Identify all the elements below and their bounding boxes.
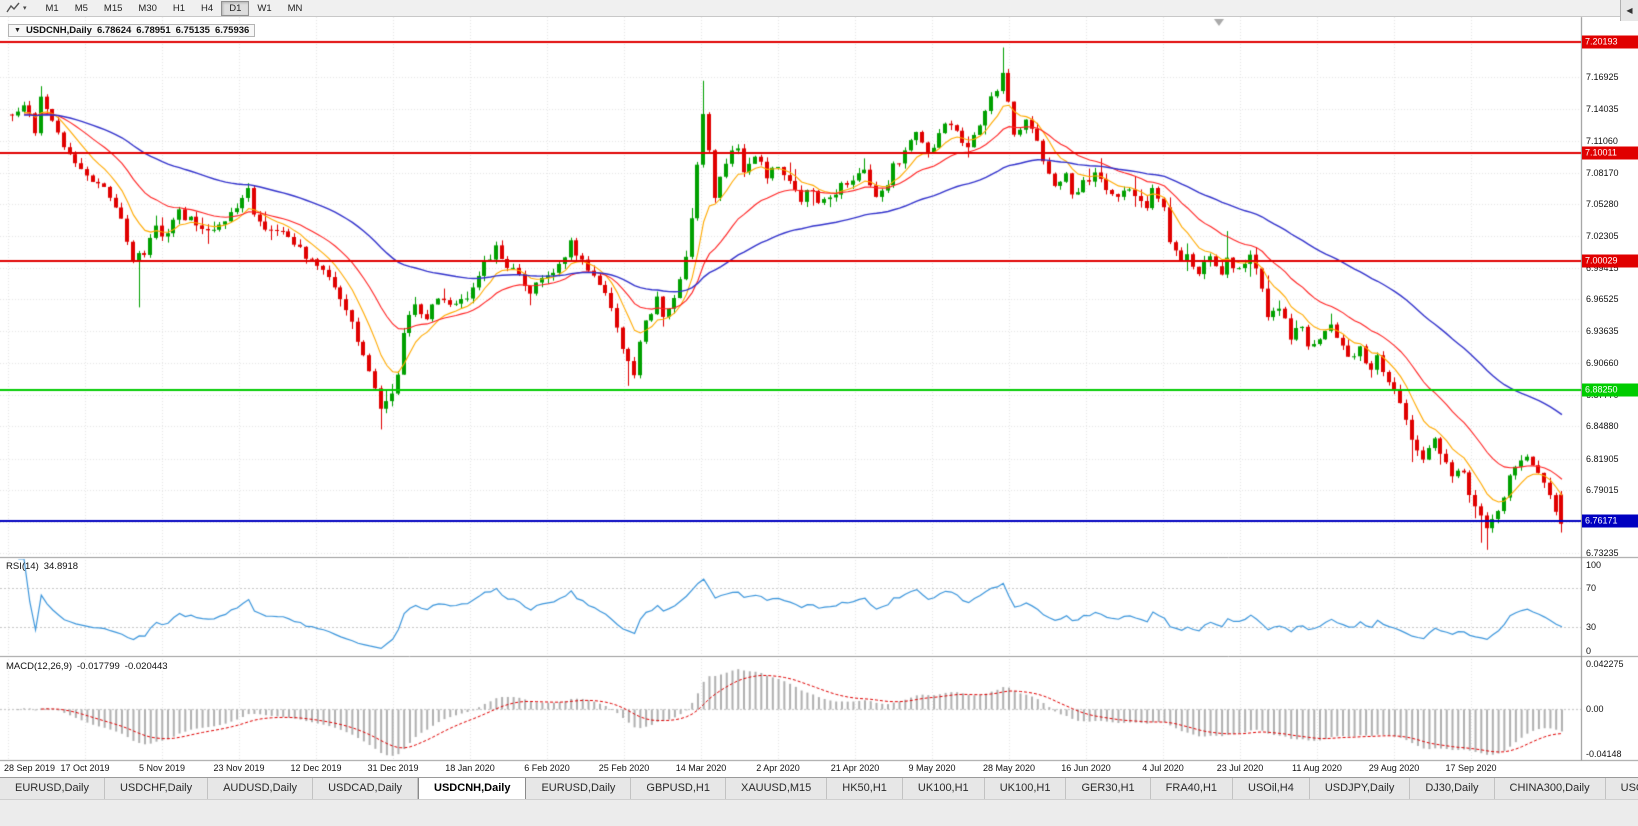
rsi-scale-label: 0 <box>1586 646 1592 656</box>
chart-tab-eurusd-daily[interactable]: EURUSD,Daily <box>0 778 105 799</box>
price-tick-label: 6.96525 <box>1586 294 1619 305</box>
date-label: 16 Jun 2020 <box>1061 763 1111 773</box>
date-label: 31 Dec 2019 <box>367 763 419 773</box>
chart-ohlc-info: ▼ USDCNH,Daily 6.78624 6.78951 6.75135 6… <box>8 24 256 37</box>
price-tick-label: 6.99415 <box>1586 262 1619 273</box>
rsi-name: RSI(14) <box>6 561 39 572</box>
date-label: 14 Mar 2020 <box>675 763 727 773</box>
price-level-tag: 7.10011 <box>1582 146 1638 160</box>
date-label: 25 Feb 2020 <box>598 763 650 773</box>
chart-tab-usdchf-daily[interactable]: USDCHF,Daily <box>105 778 209 799</box>
chart-tab-usdcad-daily[interactable]: USDCAD,Daily <box>313 778 419 799</box>
chart-tab-hk50-h1[interactable]: HK50,H1 <box>827 778 903 799</box>
timeframe-button-m30[interactable]: M30 <box>138 2 157 14</box>
price-level-tag: 6.88250 <box>1582 383 1638 397</box>
chart-symbol-label: USDCNH,Daily <box>25 25 92 36</box>
price-tick-label: 7.05280 <box>1586 199 1619 210</box>
price-tick-label: 7.08170 <box>1586 167 1619 178</box>
timeframe-button-h1[interactable]: H1 <box>172 2 186 14</box>
chart-tab-dj30-daily[interactable]: DJ30,Daily <box>1410 778 1495 799</box>
price-tick-label: 6.81905 <box>1586 453 1619 464</box>
rsi-indicator-label: RSI(14) 34.8918 <box>6 561 83 572</box>
chart-tab-gbpusd-h1[interactable]: GBPUSD,H1 <box>631 778 726 799</box>
tab-scroll-left-icon[interactable]: ◀ <box>1620 0 1638 21</box>
date-label: 29 Aug 2020 <box>1368 763 1420 773</box>
window-bottom-strip <box>0 799 1638 826</box>
timeframe-toolbar: ▾ M1 M5 M15 M30 H1 H4 D1 W1 MN <box>0 0 1638 17</box>
date-label: 9 May 2020 <box>908 763 956 773</box>
price-tick-label: 6.79015 <box>1586 485 1619 496</box>
date-label: 28 Sep 2019 <box>4 763 56 773</box>
chart-tab-china300-daily[interactable]: CHINA300,Daily <box>1495 778 1606 799</box>
chart-tab-fra40-h1[interactable]: FRA40,H1 <box>1151 778 1234 799</box>
line-chart-icon <box>6 2 20 13</box>
chart-tab-usoil-h[interactable]: USOil,H <box>1606 778 1638 799</box>
chart-tab-xauusd-m15[interactable]: XAUUSD,M15 <box>726 778 828 799</box>
timeframe-button-m1[interactable]: M1 <box>45 2 59 14</box>
date-label: 23 Jul 2020 <box>1216 763 1264 773</box>
rsi-scale-label: 100 <box>1586 560 1602 570</box>
date-label: 5 Nov 2019 <box>138 763 186 773</box>
chart-tab-bar: EURUSD,Daily USDCHF,Daily AUDUSD,Daily USDC… <box>0 777 1638 799</box>
price-tick-label: 7.14035 <box>1586 103 1619 114</box>
macd-signal-value: -0.020443 <box>124 661 168 672</box>
chart-tab-usdjpy-daily[interactable]: USDJPY,Daily <box>1310 778 1411 799</box>
chart-tab-usoil-h4[interactable]: USOil,H4 <box>1233 778 1310 799</box>
price-tick-label: 6.84880 <box>1586 421 1619 432</box>
ohlc-open: 6.78624 <box>96 25 132 36</box>
chart-tab-uk100-h1[interactable]: UK100,H1 <box>903 778 985 799</box>
rsi-value: 34.8918 <box>43 561 79 572</box>
timeframe-button-m15[interactable]: M15 <box>103 2 123 14</box>
date-label: 28 May 2020 <box>982 763 1036 773</box>
date-label: 23 Nov 2019 <box>213 763 265 773</box>
dropdown-caret-icon: ▾ <box>23 5 27 12</box>
timeframe-button-m5[interactable]: M5 <box>74 2 88 14</box>
ohlc-low: 6.75135 <box>175 25 210 36</box>
timeframe-buttons: M1 M5 M15 M30 H1 H4 D1 W1 MN <box>38 0 311 16</box>
macd-indicator-label: MACD(12,26,9) -0.017799 -0.020443 <box>6 661 173 672</box>
date-label: 6 Feb 2020 <box>524 763 570 773</box>
date-label: 21 Apr 2020 <box>830 763 880 773</box>
price-tick-label: 7.02305 <box>1586 231 1619 242</box>
collapse-arrow-icon[interactable]: ▼ <box>14 27 21 34</box>
ohlc-high: 6.78951 <box>136 25 171 36</box>
macd-scale-label: 0.00 <box>1586 704 1604 715</box>
macd-scale-label: -0.04148 <box>1586 749 1622 759</box>
price-tick-label: 7.11060 <box>1586 136 1618 147</box>
date-label: 18 Jan 2020 <box>445 763 495 773</box>
chart-tool-icon[interactable]: ▾ <box>3 1 32 16</box>
price-level-tag: 7.20193 <box>1582 35 1638 49</box>
macd-scale-label: 0.042275 <box>1586 659 1624 669</box>
chart-tab-usdcnh-daily[interactable]: USDCNH,Daily <box>418 778 527 799</box>
rsi-scale-label: 30 <box>1586 621 1597 632</box>
date-label: 2 Apr 2020 <box>756 763 800 773</box>
price-tick-label: 6.90660 <box>1586 358 1619 369</box>
ohlc-close: 6.75936 <box>214 25 250 36</box>
price-tick-label: 6.93635 <box>1586 325 1619 336</box>
price-tick-label: 6.73235 <box>1586 548 1619 559</box>
chart-tab-audusd-daily[interactable]: AUDUSD,Daily <box>208 778 314 799</box>
timeframe-button-mn[interactable]: MN <box>287 2 303 14</box>
timeframe-button-d1[interactable]: D1 <box>221 0 250 16</box>
date-label: 11 Aug 2020 <box>1292 763 1342 773</box>
date-label: 17 Sep 2020 <box>1445 763 1497 773</box>
date-label: 4 Jul 2020 <box>1142 763 1184 773</box>
chart-tab-ger30-h1[interactable]: GER30,H1 <box>1066 778 1151 799</box>
price-level-tag: 7.00029 <box>1582 254 1638 268</box>
date-label: 17 Oct 2019 <box>60 763 110 773</box>
chart-tab-eurusd-daily[interactable]: EURUSD,Daily <box>526 778 632 799</box>
price-level-tag: 6.76171 <box>1582 514 1638 528</box>
timeframe-button-h4[interactable]: H4 <box>201 2 214 14</box>
rsi-scale-label: 70 <box>1586 583 1597 594</box>
date-label: 12 Dec 2019 <box>290 763 342 773</box>
chart-tab-uk100-h1[interactable]: UK100,H1 <box>985 778 1067 799</box>
price-tick-label: 7.16925 <box>1586 72 1619 83</box>
macd-name: MACD(12,26,9) <box>6 661 72 672</box>
macd-value: -0.017799 <box>77 661 120 672</box>
timeframe-button-w1[interactable]: W1 <box>257 2 272 14</box>
